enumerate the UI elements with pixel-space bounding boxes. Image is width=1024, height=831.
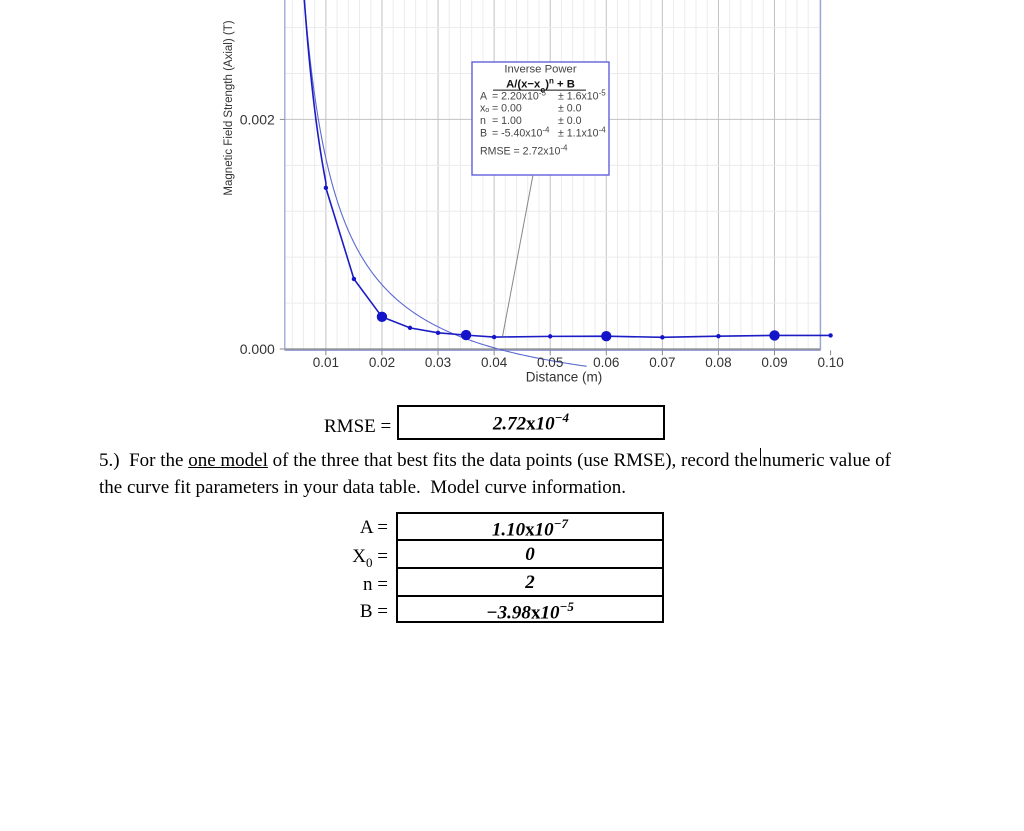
svg-text:n: n <box>480 115 486 127</box>
svg-text:= -5.40x10-4: = -5.40x10-4 <box>492 125 550 140</box>
svg-text:RMSE = 2.72x10-4: RMSE = 2.72x10-4 <box>480 143 568 158</box>
svg-text:xₒ: xₒ <box>480 103 489 115</box>
svg-text:0.002: 0.002 <box>240 111 275 127</box>
svg-text:0.04: 0.04 <box>481 355 508 370</box>
svg-text:B: B <box>480 128 487 140</box>
svg-text:0.09: 0.09 <box>761 355 787 370</box>
svg-text:0.02: 0.02 <box>369 355 395 370</box>
svg-text:Distance (m): Distance (m) <box>526 370 603 385</box>
svg-text:0.07: 0.07 <box>649 355 675 370</box>
svg-text:= 1.00: = 1.00 <box>492 115 522 127</box>
svg-text:0.000: 0.000 <box>240 341 275 357</box>
svg-text:= 0.00: = 0.00 <box>492 103 522 115</box>
svg-text:0.01: 0.01 <box>313 355 339 370</box>
svg-text:0.03: 0.03 <box>425 355 451 370</box>
svg-text:0.10: 0.10 <box>817 355 843 370</box>
svg-text:0.05: 0.05 <box>537 355 563 370</box>
svg-text:± 0.0: ± 0.0 <box>558 115 582 127</box>
svg-text:A: A <box>480 91 488 103</box>
svg-text:Magnetic Field Strength (Axial: Magnetic Field Strength (Axial) (T) <box>223 20 235 195</box>
svg-text:± 0.0: ± 0.0 <box>558 103 582 115</box>
svg-text:Inverse Power: Inverse Power <box>504 64 576 76</box>
svg-text:0.08: 0.08 <box>705 355 731 370</box>
svg-text:0.06: 0.06 <box>593 355 619 370</box>
svg-text:= 2.20x10-5: = 2.20x10-5 <box>492 88 547 103</box>
